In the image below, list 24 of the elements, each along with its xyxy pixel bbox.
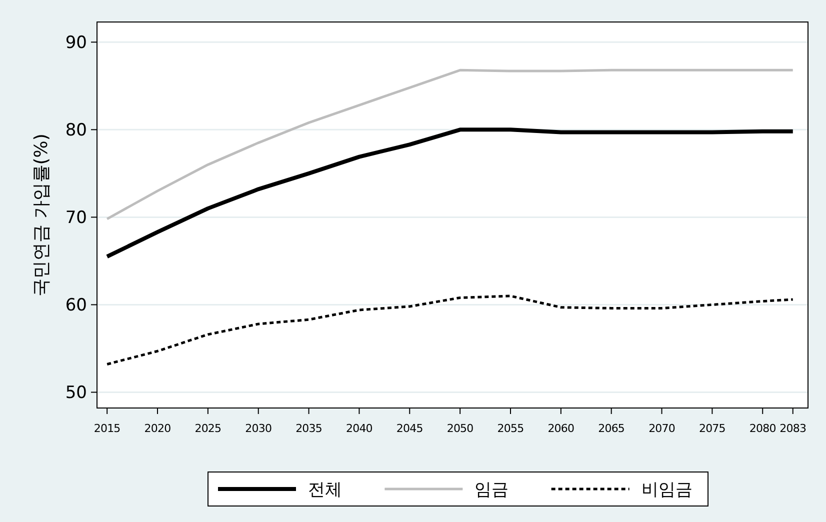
x-tick-label: 2020 — [144, 422, 172, 435]
legend-label: 비임금 — [641, 480, 692, 500]
x-tick-label: 2040 — [346, 422, 373, 435]
legend-label: 전체 — [308, 480, 342, 500]
x-tick-label: 2050 — [446, 422, 474, 435]
x-tick-label: 2065 — [598, 422, 625, 435]
x-tick-label: 2015 — [94, 422, 121, 435]
x-tick-label: 2060 — [548, 422, 575, 435]
y-tick-label: 80 — [65, 120, 87, 141]
x-tick-label: 2075 — [698, 422, 726, 435]
y-tick-label: 50 — [65, 383, 87, 404]
y-tick-label: 60 — [65, 296, 87, 316]
legend-label: 임금 — [474, 480, 509, 500]
x-tick-label: 2083 — [780, 422, 806, 435]
y-tick-label: 70 — [65, 208, 87, 228]
x-tick-label: 2045 — [396, 422, 424, 435]
x-tick-label: 2080 — [749, 422, 776, 435]
x-tick-label: 2070 — [648, 422, 676, 435]
x-tick-label: 2025 — [194, 422, 222, 435]
x-tick-label: 2030 — [245, 422, 272, 435]
y-axis-title: 국민연금 가입률(%) — [31, 134, 52, 296]
x-tick-label: 2035 — [296, 422, 322, 435]
y-tick-label: 90 — [65, 33, 87, 54]
x-tick-label: 2055 — [497, 422, 524, 435]
